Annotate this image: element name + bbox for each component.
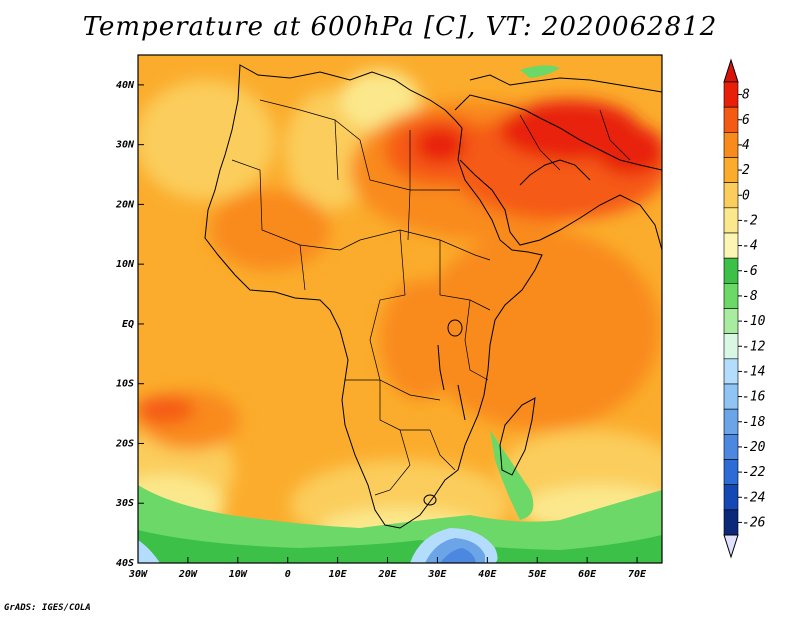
colorbar: 8 6 4 2 0 -2 -4 -6 -8 -10 -12 -14 -16 -18 -20 -22 -24 -26 <box>723 58 766 559</box>
colorbar-segment <box>723 257 739 284</box>
lon-tick-label: 30W <box>128 569 148 580</box>
colorbar-tick-label: 2 <box>742 163 750 178</box>
lat-tick-label: 30S <box>115 498 134 509</box>
colorbar-tick-label: 8 <box>742 88 750 103</box>
lon-tick-label: 40E <box>478 569 497 580</box>
colorbar-tick-label: -18 <box>742 415 766 430</box>
colorbar-segment <box>723 383 739 410</box>
longitude-axis: 30W 20W 10W 0 10E 20E 30E 40E 50E 60E 70E <box>128 557 647 580</box>
colorbar-segment <box>723 509 739 536</box>
lat-tick-label: EQ <box>122 319 134 330</box>
lon-tick-label: 50E <box>528 569 547 580</box>
colorbar-segment <box>723 232 739 259</box>
colorbar-segment <box>723 283 739 309</box>
lat-tick-label: 40N <box>116 80 135 91</box>
colorbar-segment <box>723 81 739 108</box>
colorbar-tick-label: -14 <box>742 364 765 379</box>
grads-credit: GrADS: IGES/COLA <box>4 603 91 613</box>
lon-tick-label: 10W <box>229 569 248 580</box>
lon-tick-label: 70E <box>628 569 647 580</box>
colorbar-segment <box>723 308 739 334</box>
colorbar-segment <box>723 182 739 209</box>
lakes <box>423 319 466 506</box>
chart-title: Temperature at 600hPa [C], VT: 202006281… <box>82 12 718 42</box>
colorbar-tick-label: 4 <box>742 138 750 153</box>
colorbar-tick-label: -22 <box>742 465 766 480</box>
colorbar-segment <box>723 434 739 460</box>
colorbar-segment <box>723 132 739 158</box>
colorbar-tick-label: -12 <box>742 339 766 354</box>
lon-tick-label: 0 <box>285 569 291 580</box>
colorbar-segment <box>723 207 739 234</box>
lon-tick-label: 60E <box>578 569 597 580</box>
colorbar-segment <box>723 157 739 183</box>
map-frame <box>137 54 663 564</box>
country-borders <box>231 99 631 496</box>
colorbar-segment <box>723 358 739 385</box>
colorbar-tick-label: -8 <box>742 289 758 304</box>
colorbar-tick-label: -4 <box>742 239 758 254</box>
colorbar-tick-label: -16 <box>742 390 766 405</box>
lat-tick-label: 40S <box>116 558 134 569</box>
colorbar-segment <box>723 408 739 435</box>
coastlines <box>204 64 662 529</box>
colorbar-top-triangle <box>723 58 739 83</box>
lat-tick-label: 20S <box>115 438 134 449</box>
colorbar-tick-label: -26 <box>742 515 766 530</box>
lat-tick-label: 30N <box>115 140 135 151</box>
lon-tick-label: 30E <box>427 569 447 580</box>
colorbar-tick-label: 0 <box>742 188 750 203</box>
colorbar-bottom-triangle <box>723 534 739 559</box>
colorbar-segment <box>723 333 739 360</box>
colorbar-segment <box>723 484 739 511</box>
lon-tick-label: 20W <box>178 569 198 580</box>
colorbar-segment <box>723 459 739 485</box>
temperature-field <box>138 55 662 563</box>
colorbar-tick-label: 6 <box>742 113 750 128</box>
lon-tick-label: 20E <box>377 569 397 580</box>
colorbar-tick-label: -2 <box>742 213 758 228</box>
latitude-axis: 40N 30N 20N 10N EQ 10S 20S 30S 40S <box>115 80 144 569</box>
colorbar-tick-label: -10 <box>742 314 766 329</box>
lat-tick-label: 20N <box>115 199 135 210</box>
lon-tick-label: 10E <box>329 569 348 580</box>
lat-tick-label: 10N <box>116 259 135 270</box>
colorbar-tick-label: -6 <box>742 264 758 279</box>
colorbar-segment <box>723 106 739 133</box>
lat-tick-label: 10S <box>116 379 134 390</box>
colorbar-tick-label: -24 <box>742 490 765 505</box>
colorbar-tick-label: -20 <box>742 440 766 455</box>
